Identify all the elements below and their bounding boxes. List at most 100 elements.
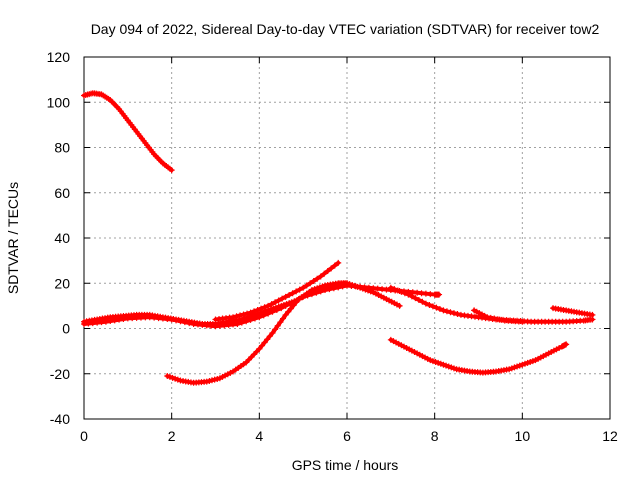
x-tick-label: 2 bbox=[168, 428, 176, 444]
data-point bbox=[553, 346, 560, 353]
data-point bbox=[326, 286, 333, 293]
data-point bbox=[240, 311, 247, 318]
data-point bbox=[521, 360, 528, 367]
data-point bbox=[272, 326, 279, 333]
y-tick-label: 80 bbox=[54, 140, 70, 156]
data-point bbox=[253, 348, 260, 355]
data-point bbox=[436, 291, 443, 298]
data-point bbox=[330, 285, 337, 292]
data-point bbox=[403, 344, 410, 351]
data-point bbox=[317, 273, 324, 280]
data-point bbox=[279, 295, 286, 302]
data-point bbox=[508, 365, 515, 372]
data-point bbox=[406, 346, 413, 353]
y-tick-label: 40 bbox=[54, 230, 70, 246]
data-point bbox=[550, 347, 557, 354]
data-point bbox=[543, 351, 550, 358]
data-point bbox=[494, 316, 501, 323]
data-point bbox=[524, 359, 531, 366]
data-point bbox=[174, 376, 181, 383]
data-point bbox=[589, 311, 596, 318]
data-point bbox=[432, 358, 439, 365]
data-point bbox=[186, 320, 193, 327]
data-point bbox=[429, 303, 436, 310]
y-tick-label: 0 bbox=[62, 321, 70, 337]
data-point bbox=[278, 305, 285, 312]
data-point bbox=[484, 314, 491, 321]
data-point bbox=[173, 317, 180, 324]
data-point bbox=[234, 320, 241, 327]
data-point bbox=[411, 349, 418, 356]
y-tick-label: -40 bbox=[50, 411, 70, 427]
data-point bbox=[216, 375, 223, 382]
data-point bbox=[398, 288, 405, 295]
data-point bbox=[293, 299, 300, 306]
data-point bbox=[258, 342, 265, 349]
data-point bbox=[321, 270, 328, 277]
data-point bbox=[424, 355, 431, 362]
x-tick-label: 0 bbox=[80, 428, 88, 444]
data-point bbox=[282, 293, 289, 300]
data-point bbox=[440, 307, 447, 314]
data-point bbox=[247, 316, 254, 323]
data-point bbox=[285, 308, 292, 315]
data-point bbox=[264, 336, 271, 343]
data-point bbox=[245, 356, 252, 363]
data-point bbox=[380, 294, 387, 301]
data-point bbox=[265, 302, 272, 309]
data-point bbox=[290, 302, 297, 309]
data-point bbox=[296, 286, 303, 293]
data-point bbox=[286, 292, 293, 299]
data-point bbox=[400, 343, 407, 350]
data-point bbox=[386, 297, 393, 304]
data-point bbox=[238, 319, 245, 326]
data-point bbox=[265, 310, 272, 317]
data-point bbox=[268, 301, 275, 308]
data-point bbox=[233, 313, 240, 320]
data-point bbox=[491, 315, 498, 322]
data-point bbox=[256, 314, 263, 321]
data-point bbox=[169, 374, 176, 381]
data-point bbox=[448, 364, 455, 371]
data-point bbox=[287, 305, 294, 312]
data-point bbox=[414, 350, 421, 357]
series-arc-5 bbox=[212, 259, 342, 323]
data-point bbox=[479, 311, 486, 318]
x-tick-label: 6 bbox=[343, 428, 351, 444]
data-point bbox=[272, 299, 279, 306]
data-point bbox=[395, 340, 402, 347]
data-point bbox=[310, 277, 317, 284]
data-point bbox=[429, 358, 436, 365]
data-point bbox=[416, 351, 423, 358]
data-point bbox=[211, 376, 218, 383]
series-arc-9 bbox=[550, 305, 596, 318]
x-tick-label: 4 bbox=[255, 428, 263, 444]
data-point bbox=[445, 363, 452, 370]
data-point bbox=[251, 351, 258, 358]
data-point bbox=[277, 319, 284, 326]
data-point bbox=[393, 301, 400, 308]
data-point bbox=[314, 285, 321, 292]
data-point bbox=[398, 342, 405, 349]
data-point bbox=[511, 364, 518, 371]
data-point bbox=[433, 304, 440, 311]
data-point bbox=[269, 330, 276, 337]
data-point bbox=[300, 284, 307, 291]
data-point bbox=[388, 298, 395, 305]
grid-lines bbox=[84, 57, 610, 419]
data-point bbox=[219, 373, 226, 380]
data-point bbox=[476, 310, 483, 317]
data-point bbox=[396, 302, 403, 309]
data-point bbox=[273, 306, 280, 313]
data-point bbox=[471, 307, 478, 314]
data-point bbox=[282, 302, 289, 309]
data-point bbox=[331, 262, 338, 269]
series-arc-4 bbox=[164, 280, 350, 386]
data-point bbox=[261, 304, 268, 311]
data-point bbox=[390, 338, 397, 345]
data-point bbox=[168, 167, 175, 174]
data-point bbox=[256, 345, 263, 352]
data-point bbox=[427, 357, 434, 364]
data-point bbox=[261, 339, 268, 346]
